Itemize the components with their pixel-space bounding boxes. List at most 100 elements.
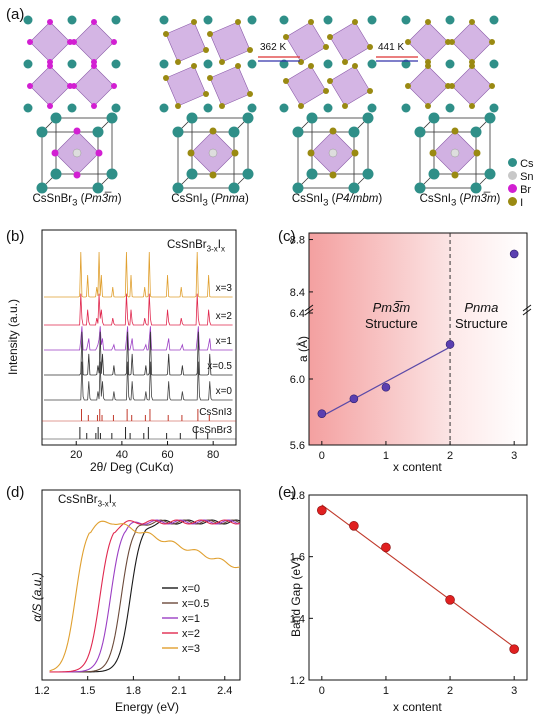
panel-c-ytick-label: 6.4 <box>290 308 305 320</box>
halide-atom <box>425 19 431 25</box>
halide-atom <box>175 59 181 65</box>
panel-c-xtick-label: 1 <box>383 450 389 462</box>
panel-d-xtick-label: 2.1 <box>171 685 186 697</box>
halide-atom <box>235 19 241 25</box>
cs-atom <box>111 103 121 113</box>
halide-atom <box>489 83 495 89</box>
panel-c-data-point <box>445 340 455 349</box>
legend-label: x=1 <box>182 613 200 625</box>
cs-atom <box>323 15 333 25</box>
cs-atom <box>348 182 360 194</box>
panel-c-xtick-label: 2 <box>447 450 453 462</box>
xrd-trace <box>44 251 233 298</box>
cs-atom <box>279 103 289 113</box>
cs-atom <box>172 182 184 194</box>
cs-atom <box>36 126 48 138</box>
halide-atom <box>209 171 217 179</box>
unit-cell-front <box>41 131 99 189</box>
panel-e-data-point <box>349 521 359 531</box>
legend-label: x=2 <box>182 628 200 640</box>
cs-atom <box>489 103 499 113</box>
caption-structure-1: CsSnBr3 (Pm3̅m) <box>32 193 122 209</box>
octahedron-shape <box>285 21 327 63</box>
cs-atom <box>414 182 426 194</box>
cs-atom <box>414 126 426 138</box>
cs-atom <box>279 59 289 69</box>
cs-atom <box>23 15 33 25</box>
legend-sn: Sn <box>508 171 534 184</box>
halide-atom <box>231 149 239 157</box>
cs-atom <box>203 59 213 69</box>
panel-b-frame <box>41 229 237 446</box>
panel-c-data-point <box>349 394 359 404</box>
cs-atom <box>106 112 118 124</box>
sn-atom <box>328 148 338 158</box>
halide-atom <box>425 63 431 69</box>
panel-e-xtick-label: 1 <box>383 685 389 697</box>
caption-structure-4: CsSnI3 (Pm3̅m) <box>419 193 501 209</box>
panel-d-xtick-label: 1.5 <box>80 685 95 697</box>
cs-atom <box>172 126 184 138</box>
halide-atom <box>187 149 195 157</box>
octahedron-shape <box>329 21 371 63</box>
unit-cell-back <box>311 117 369 175</box>
xrd-trace <box>44 331 233 376</box>
xrd-trace-label: x=1 <box>216 336 233 347</box>
panel-c-xlabel: x content <box>393 460 442 474</box>
octahedron-shape <box>451 21 493 63</box>
cs-atom <box>67 59 77 69</box>
panel-e-xtick-label: 3 <box>511 685 517 697</box>
panel-e-ytick-label: 1.8 <box>290 490 305 502</box>
panel-c-ytick-label: 8.4 <box>290 287 305 299</box>
panel-d-frame <box>41 489 241 681</box>
cs-atom <box>159 59 169 69</box>
halide-atom <box>247 47 253 53</box>
xrd-trace-label: x=0 <box>216 386 233 397</box>
halide-atom <box>367 44 373 50</box>
halide-atom <box>342 103 348 109</box>
panel-b-xtick-label: 40 <box>116 449 128 461</box>
halide-atom <box>73 171 81 179</box>
panel-d-xtick-label: 1.2 <box>34 685 49 697</box>
octahedron-shape <box>209 21 251 63</box>
cs-atom <box>203 15 213 25</box>
panel-d-label: (d) <box>6 484 25 501</box>
cs-atom <box>292 182 304 194</box>
cs-atom <box>489 15 499 25</box>
panel-c-ytick-label: 5.6 <box>290 440 305 452</box>
halide-atom <box>473 149 481 157</box>
panel-e-data-point <box>445 595 455 605</box>
cs-atom <box>36 182 48 194</box>
halide-atom <box>351 149 359 157</box>
halide-atom <box>95 149 103 157</box>
legend-cs: Cs <box>508 158 534 171</box>
panel-e-xtick-label: 2 <box>447 685 453 697</box>
halide-atom <box>429 149 437 157</box>
halide-atom <box>91 63 97 69</box>
panel-b-xtick-label: 60 <box>161 449 173 461</box>
halide-atom <box>323 44 329 50</box>
panel-e-ytick-label: 1.6 <box>290 552 305 564</box>
axis-break-mark <box>304 304 314 312</box>
xrd-trace <box>44 326 233 351</box>
halide-atom <box>235 63 241 69</box>
xrd-trace-label: x=0.5 <box>207 361 232 372</box>
panel-d-ylabel: α/S (a.u.) <box>29 572 44 622</box>
panel-c-fit-line <box>321 346 451 417</box>
octahedron-shape <box>285 65 327 107</box>
region-left-label: Pm3̅m Structure <box>365 300 418 331</box>
panel-d-xtick-label: 2.4 <box>217 685 232 697</box>
halide-atom <box>308 19 314 25</box>
region-cubic-fill <box>309 233 451 445</box>
cs-atom <box>67 15 77 25</box>
halide-atom <box>191 63 197 69</box>
cs-atom <box>445 103 455 113</box>
panel-c-data-point <box>317 409 327 418</box>
panel-e-frame <box>308 494 528 681</box>
halide-atom <box>73 127 81 135</box>
cs-atom <box>23 103 33 113</box>
halide-atom <box>329 171 337 179</box>
absorption-trace <box>49 519 241 673</box>
halide-atom <box>451 127 459 135</box>
panel-b-title: CsSnBr3-xIx <box>167 239 225 254</box>
